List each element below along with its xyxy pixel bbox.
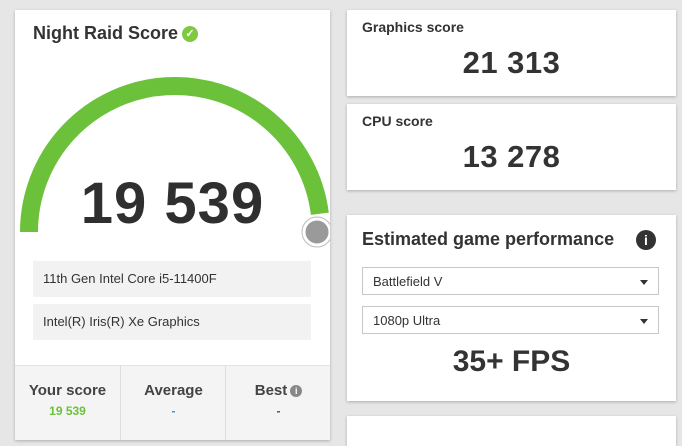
cpu-score-value: 13 278 — [462, 139, 561, 174]
graphics-score-label: Graphics score — [362, 19, 464, 35]
score-title: Night Raid Score — [33, 23, 179, 43]
game-performance-title: Estimated game performance — [362, 229, 615, 249]
preset-select-value: 1080p Ultra — [373, 313, 441, 328]
average-label: Average — [144, 382, 203, 399]
gauge-knob[interactable] — [302, 217, 330, 247]
card-title: Night Raid Score ✓ — [33, 23, 199, 44]
overall-score: 19 539 — [80, 171, 265, 236]
gpu-spec: Intel(R) Iris(R) Xe Graphics — [33, 304, 311, 340]
best-value: - — [276, 404, 281, 418]
cpu-score-label: CPU score — [362, 113, 433, 129]
gauge-arc — [20, 77, 329, 233]
your-score-value: 19 539 — [49, 404, 86, 418]
best-label-wrap: Best i — [226, 382, 330, 399]
average-column: Average - — [120, 366, 226, 440]
game-select[interactable]: Battlefield V — [362, 267, 659, 295]
chevron-down-icon — [640, 319, 648, 324]
night-raid-score-card: Night Raid Score ✓ 19 539 11th Gen Intel … — [15, 10, 330, 440]
average-value: - — [171, 404, 176, 418]
estimated-fps: 35+ FPS — [452, 345, 571, 378]
graphics-score-value: 21 313 — [462, 45, 561, 80]
check-circle-icon: ✓ — [182, 26, 199, 42]
next-card — [347, 416, 676, 446]
game-performance-card: Estimated game performance i Battlefield… — [347, 215, 676, 401]
score-comparison: Your score 19 539 Average - Best i - — [15, 365, 330, 440]
gauge-knob-ring — [301, 216, 330, 248]
graphics-score-card: Graphics score 21 313 — [347, 10, 676, 96]
your-score-column: Your score 19 539 — [15, 366, 120, 440]
preset-select[interactable]: 1080p Ultra — [362, 306, 659, 334]
chevron-down-icon — [640, 280, 648, 285]
your-score-label: Your score — [28, 382, 107, 399]
info-icon[interactable]: i — [636, 230, 656, 250]
best-column: Best i - — [225, 366, 330, 440]
cpu-score-card: CPU score 13 278 — [347, 104, 676, 190]
best-label: Best — [254, 382, 288, 399]
score-gauge — [20, 77, 330, 248]
cpu-spec: 11th Gen Intel Core i5-11400F — [33, 261, 311, 297]
game-select-value: Battlefield V — [373, 274, 443, 289]
info-icon[interactable]: i — [290, 385, 303, 397]
